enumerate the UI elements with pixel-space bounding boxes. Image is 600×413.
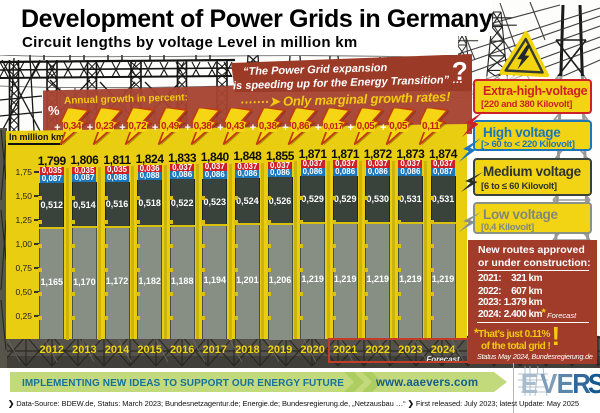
svg-text:E: E [521,368,538,396]
svg-text:S: S [588,368,600,396]
svg-text:E: E [557,368,574,396]
svg-text:V: V [540,368,557,396]
svg-text:R: R [572,368,591,396]
